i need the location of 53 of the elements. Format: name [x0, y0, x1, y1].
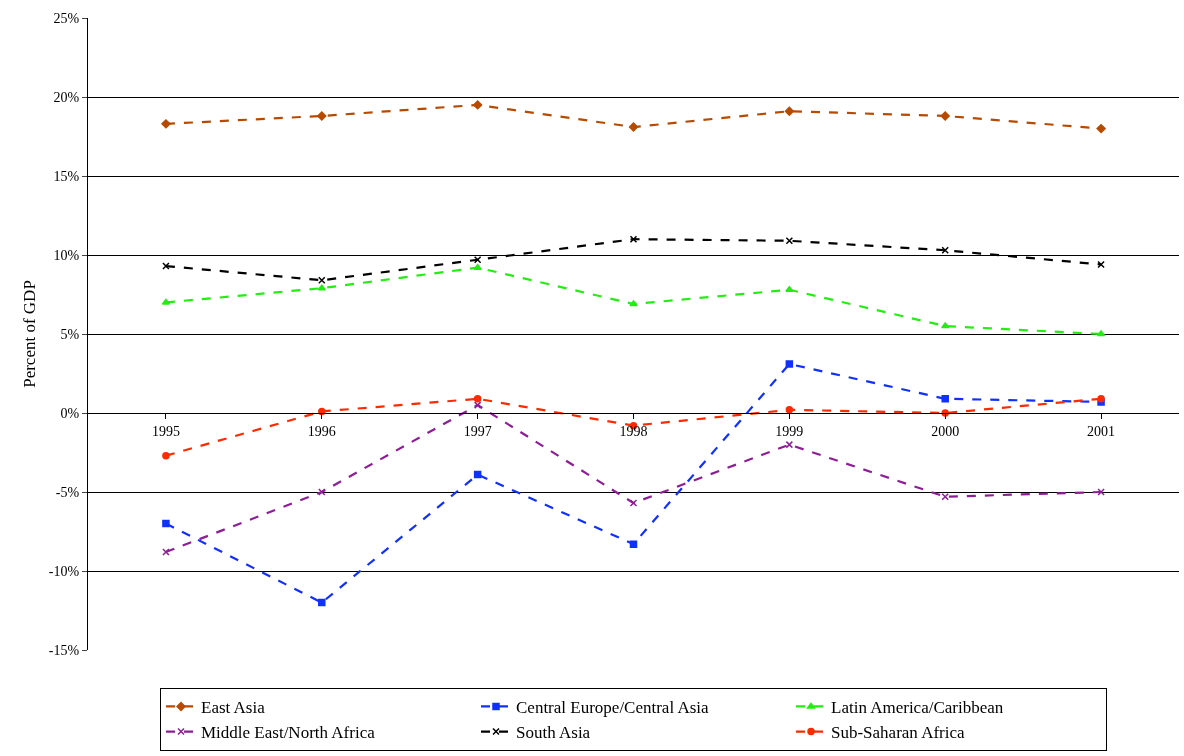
x-tick-label: 2000: [931, 423, 960, 439]
legend-label: East Asia: [201, 698, 266, 718]
point: [318, 598, 326, 607]
y-tick-label: 15%: [53, 168, 80, 184]
point: [473, 395, 482, 403]
point: [1096, 123, 1106, 134]
x-tick-label: 2001: [1087, 423, 1116, 439]
point: [162, 451, 170, 460]
point: [162, 519, 170, 528]
point: [941, 322, 950, 329]
point: [785, 406, 794, 414]
x-tick-label: 1999: [775, 423, 804, 439]
point: [785, 360, 794, 368]
point: [473, 263, 482, 270]
x-tick-label: 1998: [619, 423, 648, 439]
point: [1096, 330, 1106, 337]
y-tick-label: -15%: [48, 642, 80, 658]
point: [628, 122, 639, 132]
point: [318, 276, 326, 285]
point: [629, 300, 638, 307]
point: [161, 298, 171, 305]
y-axis-title: Percent of GDP: [20, 280, 40, 388]
y-tick-label: 20%: [53, 89, 80, 105]
x-tick-label: 1995: [151, 423, 180, 439]
point: [317, 284, 326, 291]
y-tick-label: 25%: [53, 10, 80, 26]
x-tick-label: 1997: [463, 423, 492, 439]
point: [941, 492, 949, 501]
legend-label: South Asia: [516, 723, 591, 743]
point: [162, 262, 170, 270]
y-tick-label: -5%: [55, 484, 80, 500]
point: [317, 111, 327, 121]
point: [472, 100, 483, 110]
legend-label: Sub-Saharan Africa: [831, 723, 966, 743]
point: [629, 540, 638, 548]
legend-label: Central Europe/Central Asia: [516, 698, 710, 718]
y-tick-label: 5%: [60, 326, 80, 342]
point: [784, 106, 795, 116]
point: [941, 395, 949, 403]
point: [161, 119, 171, 129]
point: [318, 407, 326, 416]
point: [785, 440, 794, 449]
y-tick-label: 10%: [53, 247, 80, 263]
x-tick-label: 1996: [307, 423, 336, 439]
y-tick-label: -10%: [48, 563, 80, 579]
y-tick-label: 0%: [60, 405, 80, 421]
legend-label: Latin America/Caribbean: [831, 698, 1004, 718]
point: [162, 548, 170, 556]
point: [941, 246, 949, 255]
legend-label: Middle East/North Africa: [201, 723, 376, 743]
point: [473, 470, 482, 479]
point: [785, 286, 794, 293]
point: [940, 111, 950, 121]
